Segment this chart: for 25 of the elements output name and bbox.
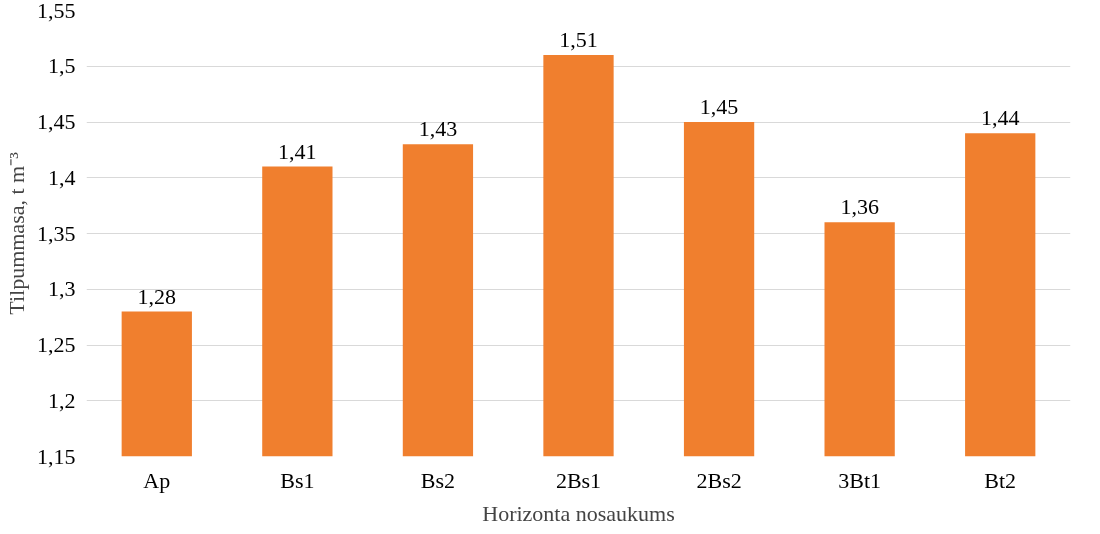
x-tick-label: 2Bs1 [555, 467, 602, 493]
y-tick-label: 1,2 [48, 387, 76, 413]
x-tick-label: 3Bt1 [838, 467, 882, 493]
y-tick-label: 1,4 [48, 164, 76, 190]
y-tick-label: 1,55 [37, 0, 76, 23]
x-tick-label: Bs2 [420, 467, 456, 493]
data-label: 1,41 [278, 138, 317, 164]
y-tick-label: 1,3 [48, 276, 76, 302]
y-tick-label: 1,5 [48, 53, 76, 79]
x-tick-label: Ap [143, 467, 171, 493]
y-tick-label: 1,25 [37, 332, 76, 357]
y-axis-title: Tilpummasa, t m⁻³ [4, 151, 29, 315]
data-label: 1,36 [840, 194, 879, 220]
x-tick-label: Bs1 [280, 467, 315, 493]
data-label: 1,43 [418, 116, 458, 142]
x-tick-label: Bt2 [984, 467, 1017, 493]
y-tick-label: 1,35 [37, 220, 76, 246]
data-label: 1,44 [980, 105, 1020, 131]
y-tick-label: 1,45 [37, 109, 76, 134]
x-axis-title: Horizonta nosaukums [482, 500, 675, 526]
data-label: 1,28 [137, 283, 177, 309]
x-tick-label: 2Bs2 [696, 467, 742, 493]
data-label: 1,45 [699, 94, 739, 119]
data-label: 1,51 [559, 27, 598, 53]
y-tick-label: 1,15 [37, 443, 76, 469]
